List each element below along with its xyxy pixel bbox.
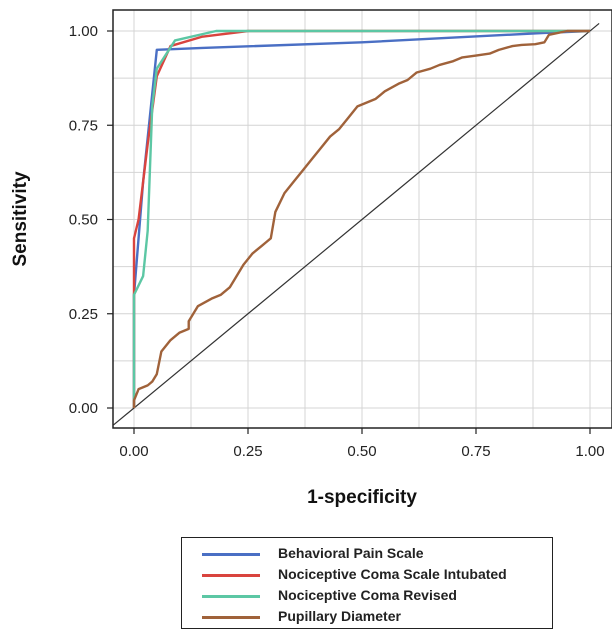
x-tick-label: 1.00 [575,443,604,460]
reference-diagonal-line [113,22,600,426]
legend-item-nociceptive-coma-scale-intubated: Nociceptive Coma Scale Intubated [182,565,552,585]
legend-label: Behavioral Pain Scale [278,545,424,561]
legend-swatch [202,595,260,598]
y-tick-label: 0.75 [69,117,98,134]
legend-item-pupillary-diameter: Pupillary Diameter [182,607,552,627]
series-line-pupillary-diameter [132,29,590,408]
series-line-behavioral-pain-scale [132,29,591,408]
x-axis-ticks: 0.00 0.25 0.50 0.75 1.00 [119,428,605,460]
legend-label: Nociceptive Coma Scale Intubated [278,566,507,582]
x-tick-label: 0.25 [233,443,262,460]
series-layer [132,29,591,408]
x-tick-label: 0.50 [347,443,376,460]
legend-swatch [202,616,260,619]
y-tick-label: 0.00 [69,400,98,417]
legend-item-behavioral-pain-scale: Behavioral Pain Scale [182,544,552,564]
y-tick-label: 0.50 [69,212,98,229]
series-line-nociceptive-coma-revised [132,29,590,408]
y-axis-ticks: 0.00 0.25 0.50 0.75 1.00 [69,23,113,417]
legend-swatch [202,553,260,556]
legend-label: Nociceptive Coma Revised [278,587,457,603]
legend-swatch [202,574,260,577]
x-tick-label: 0.75 [461,443,490,460]
legend-label: Pupillary Diameter [278,608,401,624]
legend-item-nociceptive-coma-revised: Nociceptive Coma Revised [182,586,552,606]
x-axis-title: 1-specificity [307,487,417,508]
y-tick-label: 0.25 [69,306,98,323]
roc-chart: 0.00 0.25 0.50 0.75 1.00 0.00 0.25 0.50 0.75 1.0… [10,9,612,508]
y-tick-label: 1.00 [69,23,98,40]
x-tick-label: 0.00 [119,443,148,460]
legend: Behavioral Pain Scale Nociceptive Coma S… [181,537,553,629]
y-axis-title: Sensitivity [10,171,31,266]
